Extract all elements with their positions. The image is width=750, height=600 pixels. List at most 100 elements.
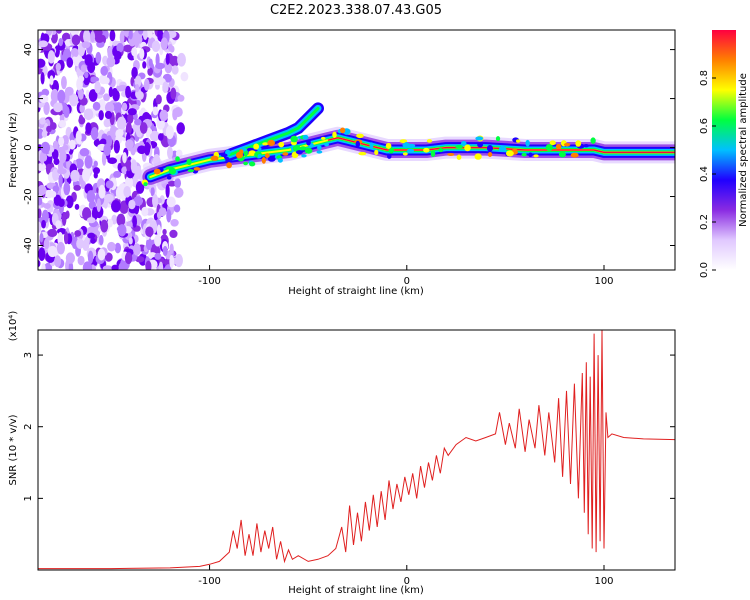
ridge-blob	[355, 140, 361, 148]
noise-speck	[100, 219, 109, 233]
ridge-blob	[153, 168, 161, 175]
ridge-blob	[278, 141, 285, 148]
noise-speck	[158, 207, 167, 217]
noise-speck	[107, 46, 114, 60]
colorbar-gradient	[712, 30, 736, 270]
colorbar-tick-label: 0.2	[699, 214, 710, 230]
noise-speck	[81, 41, 91, 49]
noise-speck	[118, 84, 128, 91]
noise-speck	[173, 204, 181, 213]
ridge-blob	[306, 139, 311, 146]
noise-speck	[162, 140, 170, 148]
ridge-blob	[498, 146, 507, 153]
snr-y-tick-label: 3	[23, 352, 34, 358]
snr-x-tick-label: -100	[198, 576, 221, 587]
noise-speck	[70, 169, 80, 182]
ridge-blob	[387, 153, 392, 159]
colorbar-label: Normalized spectral amplitude	[738, 73, 749, 227]
noise-speck	[68, 139, 76, 150]
noise-speck	[89, 76, 100, 83]
ridge-blob	[332, 131, 337, 138]
noise-speck	[38, 58, 46, 68]
snr-x-ticks: -100 0 100	[198, 565, 614, 587]
noise-speck	[55, 30, 62, 34]
snr-series-line	[38, 330, 675, 570]
noise-speck	[133, 243, 141, 256]
noise-speck	[98, 184, 106, 199]
noise-speck	[38, 196, 43, 206]
noise-speck	[157, 30, 164, 41]
snr-x-tick-label: 100	[594, 576, 613, 587]
ridge-blob	[515, 139, 521, 143]
noise-speck	[169, 254, 175, 269]
noise-speck	[135, 256, 145, 263]
noise-speck	[167, 43, 173, 52]
noise-speck	[176, 122, 185, 135]
noise-speck	[148, 58, 153, 67]
noise-speck	[62, 144, 69, 151]
noise-speck	[125, 85, 132, 99]
noise-speck	[77, 161, 83, 170]
noise-speck	[90, 126, 99, 141]
noise-speck	[66, 57, 74, 68]
colorbar-tick-label: 0.6	[699, 118, 710, 134]
noise-speck	[159, 109, 169, 122]
ridge-blob	[495, 136, 501, 142]
noise-speck	[121, 102, 128, 111]
noise-speck	[49, 190, 57, 198]
noise-speck	[177, 52, 186, 67]
noise-speck	[151, 40, 161, 53]
noise-speck	[106, 135, 113, 148]
noise-speck	[41, 88, 50, 97]
ridge-blob	[369, 142, 374, 149]
noise-speck	[127, 113, 134, 124]
ridge-blob	[464, 144, 471, 152]
noise-speck	[58, 174, 63, 188]
ridge-blob	[555, 143, 562, 150]
ridge-blob	[486, 144, 493, 152]
noise-speck	[122, 44, 133, 53]
noise-speck	[114, 50, 122, 61]
ridge-blob	[404, 141, 409, 149]
noise-speck	[174, 253, 183, 268]
spectrogram-y-tick-label: -20	[23, 188, 34, 204]
noise-speck	[104, 110, 113, 120]
noise-speck	[74, 203, 80, 210]
noise-speck	[147, 67, 154, 76]
noise-speck	[107, 157, 118, 165]
noise-speck	[124, 252, 133, 265]
ridge-blob	[460, 140, 467, 147]
ridge-blob	[253, 143, 260, 150]
noise-speck	[97, 248, 106, 261]
ridge-blob	[321, 136, 326, 140]
noise-speck	[152, 194, 159, 208]
ridge-blob	[525, 139, 530, 147]
ridge-blob	[324, 143, 329, 147]
noise-speck	[78, 114, 84, 125]
noise-speck	[56, 241, 65, 255]
noise-speck	[125, 122, 132, 135]
noise-speck	[119, 30, 125, 44]
noise-speck	[105, 180, 114, 189]
noise-speck	[169, 229, 178, 239]
noise-speck	[65, 195, 74, 209]
noise-speck	[116, 42, 124, 53]
noise-speck	[58, 37, 64, 47]
noise-speck	[134, 118, 142, 126]
noise-speck	[98, 110, 104, 121]
colorbar-ticks: 0.0 0.2 0.4 0.6 0.8	[699, 70, 716, 278]
noise-speck	[58, 119, 67, 128]
noise-speck	[165, 53, 170, 65]
ridge-blob	[521, 152, 527, 157]
noise-speck	[137, 145, 147, 155]
noise-speck	[75, 130, 82, 144]
noise-speck	[43, 101, 50, 115]
noise-speck	[94, 34, 105, 43]
noise-speck	[38, 208, 42, 219]
noise-speck	[162, 228, 167, 235]
ridge-blob	[426, 139, 433, 143]
ridge-blob	[261, 156, 266, 164]
noise-speck	[77, 255, 85, 266]
noise-speck	[70, 47, 79, 58]
